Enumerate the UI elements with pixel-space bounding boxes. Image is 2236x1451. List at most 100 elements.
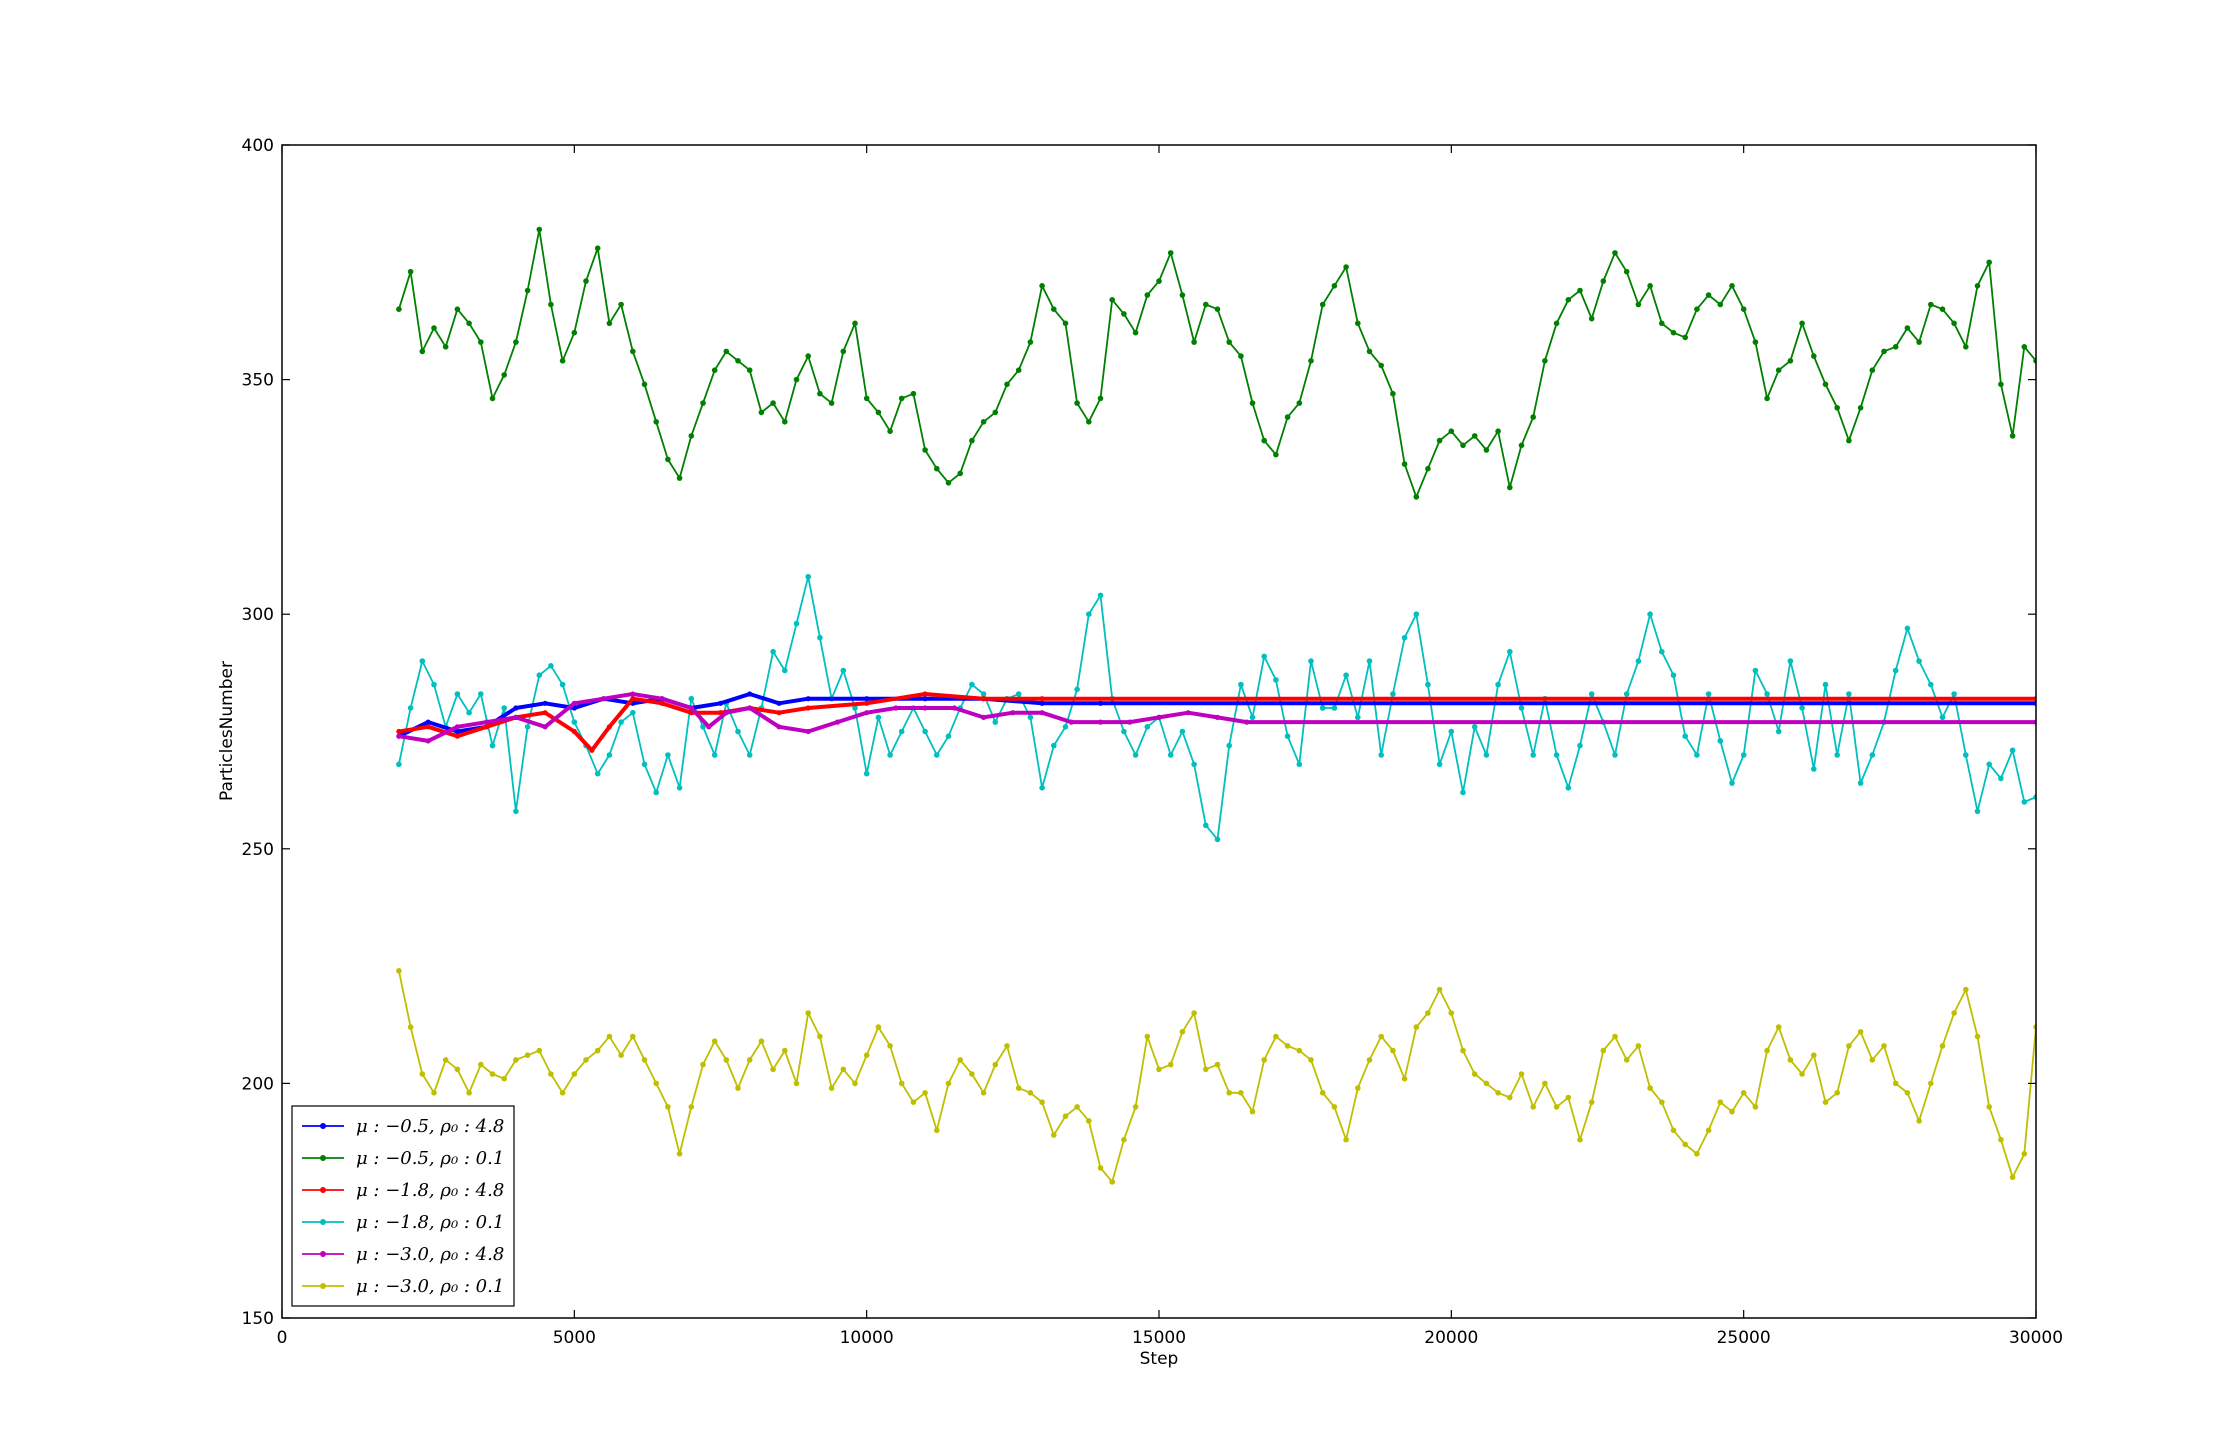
data-point bbox=[513, 339, 519, 345]
data-point bbox=[1588, 315, 1595, 322]
data-point bbox=[887, 752, 893, 758]
x-tick-label: 10000 bbox=[840, 1328, 894, 1348]
data-point bbox=[583, 1057, 589, 1063]
data-point bbox=[594, 245, 601, 251]
data-point bbox=[1705, 1127, 1712, 1134]
data-point bbox=[571, 329, 578, 336]
data-point bbox=[875, 1024, 882, 1030]
data-point bbox=[1495, 681, 1501, 688]
data-point bbox=[887, 428, 893, 435]
data-point bbox=[478, 691, 484, 697]
data-point bbox=[793, 1080, 800, 1087]
data-point bbox=[1261, 1057, 1267, 1063]
data-point bbox=[676, 785, 683, 791]
data-point bbox=[1892, 1080, 1899, 1087]
data-point bbox=[922, 691, 928, 697]
plot-area bbox=[282, 145, 2036, 1318]
data-point bbox=[746, 1057, 753, 1063]
data-point bbox=[852, 320, 858, 327]
data-point bbox=[1507, 648, 1513, 655]
data-point bbox=[1460, 442, 1466, 449]
data-point bbox=[887, 1043, 893, 1049]
data-point bbox=[454, 1066, 461, 1073]
data-point bbox=[571, 1071, 578, 1077]
data-point bbox=[840, 348, 847, 355]
data-point bbox=[419, 658, 426, 664]
y-tick-label: 400 bbox=[242, 136, 274, 156]
data-point bbox=[1068, 719, 1074, 725]
data-point bbox=[1507, 1094, 1513, 1101]
data-point bbox=[1366, 348, 1373, 355]
data-point bbox=[688, 433, 695, 439]
data-point bbox=[1448, 428, 1455, 435]
data-point bbox=[1238, 1090, 1244, 1096]
series-5 bbox=[396, 691, 2036, 744]
data-point bbox=[1425, 1010, 1431, 1016]
data-point bbox=[1857, 780, 1864, 786]
data-point bbox=[1144, 292, 1151, 298]
data-point bbox=[1273, 1033, 1279, 1040]
data-point bbox=[1226, 742, 1232, 749]
data-point bbox=[1097, 592, 1104, 599]
data-point bbox=[1647, 283, 1653, 289]
data-point bbox=[536, 672, 543, 678]
data-point bbox=[1717, 1099, 1724, 1105]
data-point bbox=[1799, 320, 1805, 327]
data-point bbox=[688, 1104, 695, 1110]
y-tick-label: 250 bbox=[242, 840, 274, 860]
legend-label: μ : −1.8, ρ₀ : 4.8 bbox=[356, 1180, 504, 1201]
legend-item: μ : −1.8, ρ₀ : 0.1 bbox=[302, 1212, 504, 1233]
data-point bbox=[981, 696, 987, 702]
data-point bbox=[1600, 1047, 1607, 1054]
data-point bbox=[1144, 1033, 1151, 1040]
data-point bbox=[1296, 400, 1303, 406]
series-2 bbox=[396, 226, 2036, 500]
data-point bbox=[1132, 329, 1139, 336]
data-point bbox=[2021, 1151, 2028, 1157]
data-point bbox=[747, 705, 753, 711]
data-point bbox=[1752, 667, 1759, 674]
data-point bbox=[776, 724, 782, 730]
data-point bbox=[1846, 437, 1852, 444]
data-point bbox=[992, 719, 999, 725]
data-point bbox=[1682, 334, 1688, 341]
data-point bbox=[1039, 1099, 1045, 1105]
data-point bbox=[776, 710, 782, 716]
legend-label: μ : −0.5, ρ₀ : 4.8 bbox=[356, 1116, 504, 1137]
data-point bbox=[840, 1066, 847, 1073]
data-point bbox=[934, 465, 940, 472]
data-point bbox=[1612, 1033, 1618, 1040]
data-point bbox=[2009, 747, 2016, 754]
data-point bbox=[735, 358, 741, 364]
data-point bbox=[396, 306, 402, 313]
data-point bbox=[1717, 301, 1724, 308]
legend-item: μ : −0.5, ρ₀ : 0.1 bbox=[302, 1148, 504, 1169]
data-point bbox=[840, 667, 847, 674]
data-point bbox=[1717, 738, 1724, 744]
data-point bbox=[1787, 658, 1794, 664]
data-point bbox=[934, 752, 940, 758]
data-point bbox=[1577, 1136, 1583, 1143]
legend-label: μ : −3.0, ρ₀ : 0.1 bbox=[356, 1276, 504, 1297]
data-point bbox=[1694, 306, 1700, 313]
data-point bbox=[2021, 344, 2028, 350]
data-point bbox=[630, 709, 636, 716]
data-point bbox=[793, 620, 800, 627]
data-point bbox=[863, 770, 870, 777]
data-point bbox=[454, 691, 461, 697]
data-point bbox=[945, 1080, 952, 1087]
data-point bbox=[594, 1047, 601, 1054]
data-point bbox=[536, 1047, 543, 1054]
data-point bbox=[513, 705, 519, 711]
data-point bbox=[1004, 381, 1010, 388]
data-point bbox=[1612, 250, 1618, 256]
data-point bbox=[1027, 339, 1034, 345]
data-point bbox=[396, 733, 402, 739]
data-point bbox=[898, 1080, 905, 1087]
x-axis-label: Step bbox=[1140, 1349, 1179, 1369]
data-point bbox=[1366, 1057, 1373, 1063]
data-point bbox=[1051, 742, 1057, 749]
data-point bbox=[1214, 306, 1221, 313]
data-point bbox=[1635, 1043, 1642, 1049]
data-point bbox=[524, 287, 531, 294]
